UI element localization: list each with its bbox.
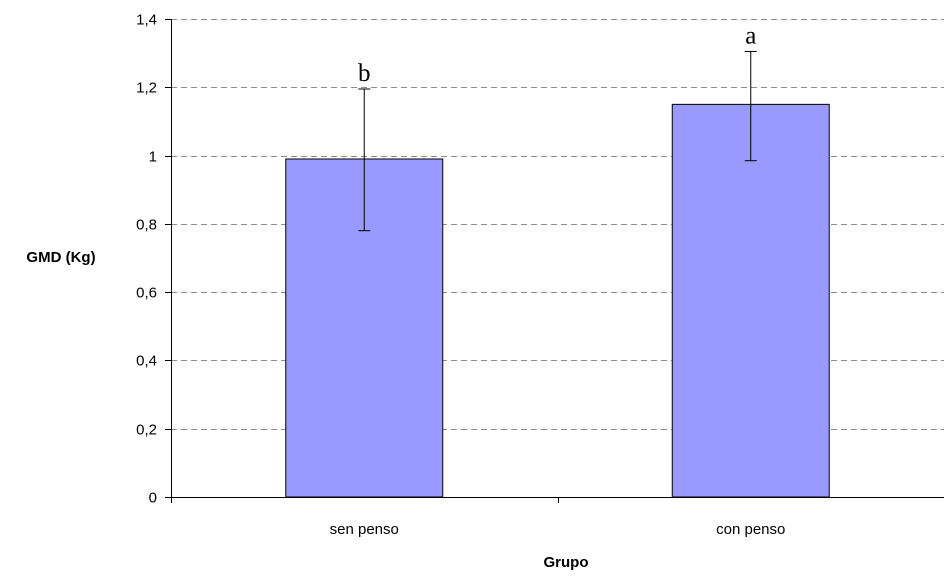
y-tick-label: 0,6 xyxy=(136,285,157,302)
y-tick-label: 0,8 xyxy=(136,217,157,234)
bar xyxy=(671,103,830,498)
y-tick-labels: 0 0,2 0,4 0,6 0,8 1 1,2 1,4 xyxy=(136,12,157,507)
x-tick-label: con penso xyxy=(716,521,785,538)
y-tick-label: 1 xyxy=(149,149,157,166)
error-bars xyxy=(358,50,757,232)
significance-letter: a xyxy=(745,22,756,49)
y-axis-title: GMD (Kg) xyxy=(26,249,95,266)
y-tick-label: 1,2 xyxy=(136,80,157,97)
y-tick-label: 0,2 xyxy=(136,422,157,439)
significance-letter: b xyxy=(358,60,371,87)
axes xyxy=(165,19,944,503)
bars xyxy=(285,103,830,498)
significance-letters: ba xyxy=(358,22,756,87)
x-tick-labels: sen penso con penso xyxy=(330,521,786,538)
x-axis-title: Grupo xyxy=(544,554,589,571)
y-tick-label: 1,4 xyxy=(136,12,157,29)
y-tick-label: 0,4 xyxy=(136,353,157,370)
x-tick-label: sen penso xyxy=(330,521,399,538)
y-tick-label: 0 xyxy=(149,490,157,507)
